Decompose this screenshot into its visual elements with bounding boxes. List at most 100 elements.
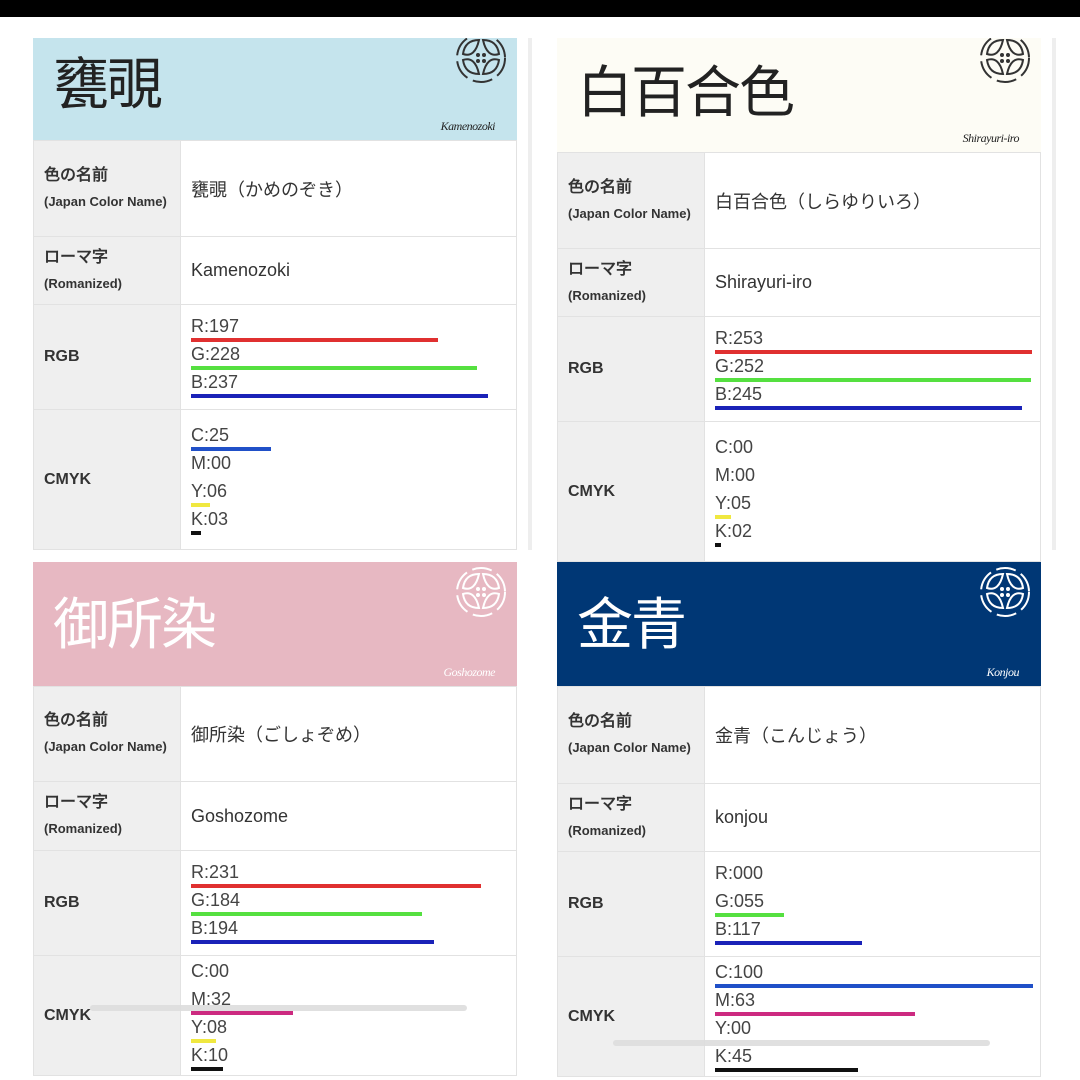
label-jp: 色の名前 xyxy=(44,712,109,729)
color-card: 白百合色 Shirayuri-iro 色の名前 (Japan Color Name… xyxy=(557,38,1041,562)
rgb-r: R:197 xyxy=(191,315,516,343)
rgb-value: G:252 xyxy=(715,356,765,376)
rgb-bar xyxy=(715,941,862,945)
cmyk-value: C:100 xyxy=(715,961,764,982)
rgb-b: B:245 xyxy=(715,383,1040,411)
color-card: 甕覗 Kamenozoki 色の名前 (Japan Color Name) 甕覗（か… xyxy=(33,38,517,550)
cmyk-k: K:03 xyxy=(191,508,516,536)
color-title: 甕覗 xyxy=(53,53,163,118)
rgb-g: G:055 xyxy=(715,890,1040,918)
name-label: 色の名前 (Japan Color Name) xyxy=(33,140,181,237)
romanized-value: Kamenozoki xyxy=(180,236,517,305)
romanized-title: Shirayuri-iro xyxy=(962,131,1020,145)
crest-icon xyxy=(977,38,1033,86)
color-info-table: 色の名前 (Japan Color Name) 金青（こんじょう） ローマ字 (Rom… xyxy=(557,686,1041,1077)
rgb-label: RGB xyxy=(33,304,181,410)
rgb-bar xyxy=(191,366,478,370)
color-name: 金青（こんじょう） xyxy=(704,686,1041,784)
cmyk-value: K:10 xyxy=(191,1044,229,1065)
cmyk-y: Y:08 xyxy=(191,1016,516,1044)
color-name: 御所染（ごしょぞめ） xyxy=(180,686,517,782)
label-en: (Japan Color Name) xyxy=(44,739,167,754)
color-card: 御所染 Goshozome 色の名前 (Japan Color Name) 御所染（… xyxy=(33,562,517,1076)
label-en: (Romanized) xyxy=(44,275,122,291)
rgb-r: R:231 xyxy=(191,861,516,889)
rgb-bar xyxy=(191,912,422,916)
color-name: 甕覗（かめのぞき） xyxy=(180,140,517,237)
cmyk-value: Y:00 xyxy=(715,1017,752,1038)
rgb-label: RGB xyxy=(557,851,705,957)
rgb-values: R:253 G:252 B:245 xyxy=(704,316,1041,422)
label-en: (Japan Color Name) xyxy=(568,205,691,221)
color-title: 御所染 xyxy=(53,593,217,658)
rgb-value: R:253 xyxy=(715,328,764,348)
label-en: (Romanized) xyxy=(568,822,646,838)
cmyk-c: C:00 xyxy=(191,960,516,988)
color-name: 白百合色（しらゆりいろ） xyxy=(704,152,1041,249)
label-jp: ローマ字 xyxy=(44,794,109,811)
romanized-value: Shirayuri-iro xyxy=(704,248,1041,317)
cmyk-k: K:10 xyxy=(191,1044,516,1072)
color-info-table: 色の名前 (Japan Color Name) 甕覗（かめのぞき） ローマ字 (Rom… xyxy=(33,140,517,550)
cmyk-bar xyxy=(715,983,1033,988)
cmyk-bar xyxy=(191,502,211,507)
rgb-b: B:117 xyxy=(715,918,1040,946)
crest-icon xyxy=(977,564,1033,620)
label-jp: ローマ字 xyxy=(568,260,633,278)
cmyk-bar xyxy=(191,1066,223,1071)
cmyk-bar xyxy=(715,1067,859,1072)
rgb-g: G:252 xyxy=(715,355,1040,383)
cmyk-c: C:100 xyxy=(715,961,1040,989)
label-en: (Japan Color Name) xyxy=(44,193,167,209)
label-jp: 色の名前 xyxy=(568,178,633,196)
color-title: 金青 xyxy=(577,593,687,658)
romanized-label: ローマ字 (Romanized) xyxy=(33,236,181,305)
romanized-title: Konjou xyxy=(986,665,1020,679)
cmyk-values: C:25 M:00 Y:06 K:03 xyxy=(180,409,517,550)
crest-icon xyxy=(453,564,509,620)
romanized-label: ローマ字 (Romanized) xyxy=(557,248,705,317)
horizontal-scrollbar[interactable] xyxy=(90,1005,467,1011)
rgb-bar xyxy=(191,394,489,398)
cmyk-k: K:45 xyxy=(715,1045,1040,1073)
rgb-bar xyxy=(191,338,439,342)
color-card: 金青 Konjou 色の名前 (Japan Color Name) 金青（こんじょう… xyxy=(557,562,1041,1077)
rgb-value: B:194 xyxy=(191,918,239,938)
cmyk-label: CMYK xyxy=(33,409,181,550)
romanized-title: Goshozome xyxy=(443,665,496,679)
rgb-bar xyxy=(191,884,481,888)
crest-icon xyxy=(453,38,509,86)
rgb-value: R:197 xyxy=(191,316,240,336)
rgb-bar xyxy=(715,378,1032,382)
rgb-g: G:228 xyxy=(191,343,516,371)
rgb-value: B:245 xyxy=(715,384,763,404)
color-info-table: 色の名前 (Japan Color Name) 白百合色（しらゆりいろ） ローマ字 (… xyxy=(557,152,1041,562)
cmyk-bar xyxy=(715,1011,916,1016)
horizontal-scrollbar[interactable] xyxy=(613,1040,990,1046)
cmyk-y: Y:00 xyxy=(715,1017,1040,1045)
cmyk-value: Y:08 xyxy=(191,1016,228,1037)
rgb-bar xyxy=(191,940,435,944)
cmyk-label: CMYK xyxy=(557,421,705,562)
rgb-value: G:184 xyxy=(191,890,241,910)
cmyk-value: K:02 xyxy=(715,520,753,541)
cmyk-value: M:00 xyxy=(715,464,756,485)
cmyk-value: C:00 xyxy=(191,960,230,981)
rgb-bar xyxy=(715,350,1033,354)
cmyk-value: C:25 xyxy=(191,424,230,445)
rgb-label: RGB xyxy=(557,316,705,422)
cmyk-label: CMYK xyxy=(557,956,705,1077)
color-info-table: 色の名前 (Japan Color Name) 御所染（ごしょぞめ） ローマ字 (Ro… xyxy=(33,686,517,1076)
name-label: 色の名前 (Japan Color Name) xyxy=(557,152,705,249)
cmyk-values: C:00 M:00 Y:05 K:02 xyxy=(704,421,1041,562)
name-label: 色の名前 (Japan Color Name) xyxy=(557,686,705,784)
rgb-b: B:237 xyxy=(191,371,516,399)
cmyk-label: CMYK xyxy=(33,955,181,1076)
color-header: 甕覗 Kamenozoki xyxy=(33,38,517,140)
rgb-value: G:228 xyxy=(191,344,241,364)
cmyk-bar xyxy=(715,542,722,547)
cmyk-c: C:00 xyxy=(715,436,1040,464)
cmyk-m: M:32 xyxy=(191,988,516,1016)
rgb-bar xyxy=(715,406,1023,410)
top-bar xyxy=(0,0,1080,17)
